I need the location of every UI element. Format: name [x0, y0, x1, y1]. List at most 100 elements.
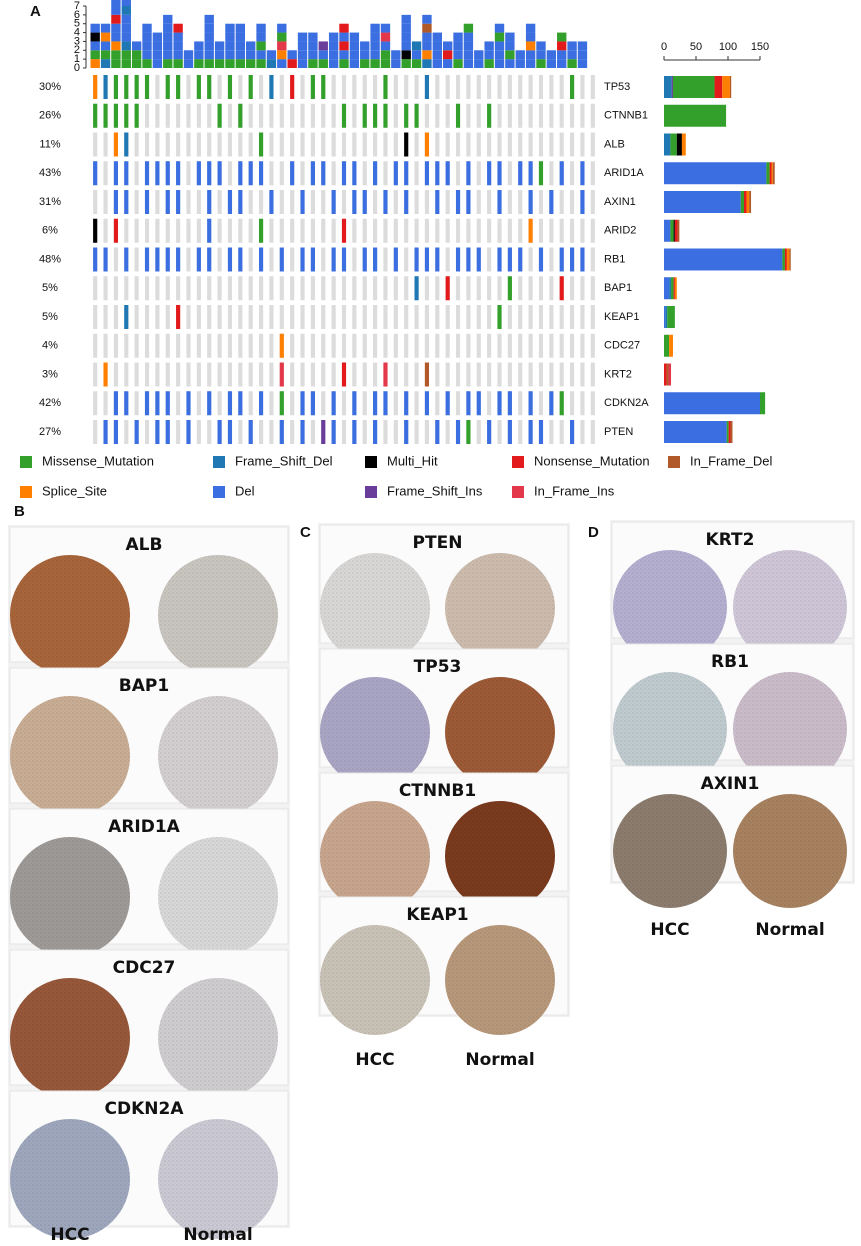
cell-bg [176, 391, 181, 416]
mutation-cell [570, 420, 575, 444]
cell-bg [258, 420, 264, 444]
sample-bar-segment [204, 59, 214, 68]
cell-bg [134, 391, 139, 416]
tissue-texture [158, 1119, 278, 1239]
bar-segment [744, 191, 747, 213]
mutation-cell [455, 420, 461, 444]
sample-bar-segment [360, 41, 370, 51]
cell-bg [331, 305, 336, 329]
gene-label: KRT2 [604, 368, 632, 380]
cell-bg [487, 75, 492, 99]
bar-segment [674, 219, 678, 242]
legend-swatch [365, 486, 377, 498]
cell-bg [445, 362, 450, 387]
mutation-cell [165, 420, 170, 444]
cell-bg [258, 333, 264, 358]
mutation-cell [570, 75, 575, 99]
cell-bg [538, 75, 544, 99]
cell-bg [404, 218, 409, 243]
tissue-texture [320, 925, 430, 1035]
mutation-cell [352, 420, 357, 444]
sample-bar-segment [163, 50, 173, 60]
sample-bar-segment [131, 50, 142, 60]
cell-bg [580, 420, 585, 444]
cell-bg [290, 247, 295, 272]
mutation-cell [176, 190, 181, 214]
mutation-cell [269, 75, 274, 99]
panel-label: C [300, 524, 311, 541]
cell-bg [196, 190, 201, 214]
sample-bar-segment [256, 59, 266, 68]
bar-segment [669, 334, 673, 357]
sample-bar-segment [152, 59, 163, 68]
mutation-cell [113, 161, 118, 186]
mutation-cell [134, 103, 139, 128]
mutation-cell [165, 391, 170, 416]
mutation-cell [176, 305, 181, 329]
mutation-cell [196, 247, 201, 272]
cell-bg [383, 333, 388, 358]
sample-bar-segment [163, 23, 173, 33]
sample-bar-segment [380, 32, 391, 42]
cell-bg [217, 132, 222, 157]
cell-bg [590, 218, 595, 243]
mutation-cell [373, 103, 378, 128]
cell-bg [186, 247, 191, 272]
cell-bg [290, 333, 295, 358]
bar-segment [670, 133, 677, 156]
sample-bar-segment [339, 50, 349, 60]
cell-bg [518, 391, 523, 416]
x-tick-label: 0 [661, 41, 667, 53]
cell-bg [362, 276, 367, 301]
cell-bg [393, 333, 398, 358]
stain-title: RB1 [711, 652, 749, 672]
sample-bar-segment [442, 59, 453, 68]
sample-bar-segment [484, 50, 494, 60]
mutation-cell [279, 247, 284, 272]
cell-bg [518, 190, 523, 214]
cell-bg [352, 305, 357, 329]
cell-bg [300, 305, 305, 329]
legend-label: Frame_Shift_Del [235, 453, 333, 468]
cell-bg [455, 305, 461, 329]
cell-bg [570, 132, 575, 157]
cell-bg [373, 132, 378, 157]
cell-bg [186, 276, 191, 301]
mutation-cell [518, 161, 523, 186]
sample-bar-segment [287, 59, 297, 68]
cell-bg [497, 103, 502, 128]
cell-bg [435, 132, 440, 157]
cell-bg [455, 391, 461, 416]
cell-bg [279, 132, 284, 157]
cell-bg [570, 391, 575, 416]
cell-bg [373, 362, 378, 387]
cell-bg [144, 218, 150, 243]
sample-bar-segment [328, 32, 339, 42]
sample-bar-segment [214, 50, 225, 60]
cell-bg [362, 362, 367, 387]
mutation-cell [113, 218, 118, 243]
cell-bg [248, 132, 253, 157]
cell-bg [373, 276, 378, 301]
sample-bar-segment [567, 41, 577, 51]
cell-bg [414, 362, 419, 387]
cell-bg [321, 190, 326, 214]
cell-bg [217, 305, 222, 329]
cell-bg [258, 276, 264, 301]
mutation-cell [424, 247, 430, 272]
cell-bg [455, 362, 461, 387]
sample-bar-segment [225, 59, 235, 68]
cell-bg [424, 218, 430, 243]
bar-segment [749, 191, 752, 213]
sample-bar-segment [411, 41, 422, 51]
cell-bg [331, 276, 336, 301]
cell-bg [227, 305, 233, 329]
cell-bg [176, 218, 181, 243]
sample-bar-segment [277, 32, 287, 42]
cell-bg [227, 362, 233, 387]
mutation-cell [404, 190, 409, 214]
sample-bar-segment [401, 41, 411, 51]
mutation-cell [113, 391, 118, 416]
mutation-cell [559, 391, 564, 416]
gene-label: PTEN [604, 426, 633, 438]
